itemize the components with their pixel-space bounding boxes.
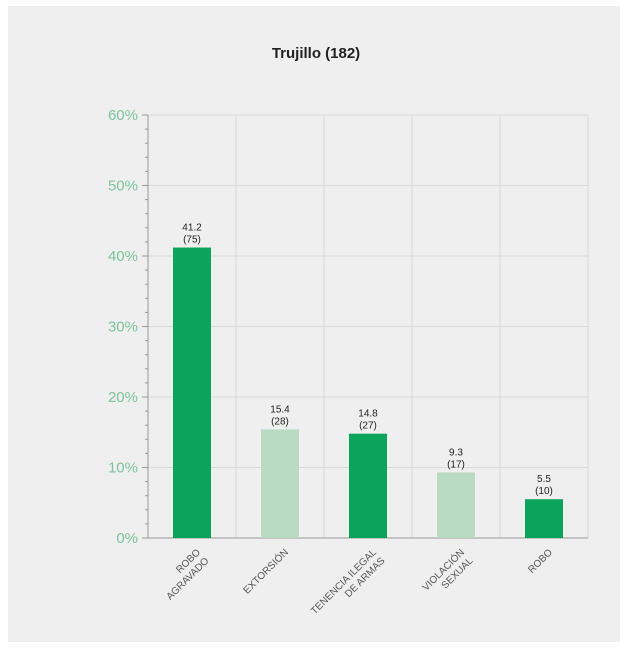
data-label-count: (17) bbox=[447, 459, 465, 470]
data-label-value: 5.5 bbox=[537, 474, 551, 485]
bar bbox=[525, 499, 563, 538]
bar bbox=[261, 429, 299, 538]
bar bbox=[173, 247, 211, 539]
axes: 0% 10% 20% 30% 40% 50% 60% bbox=[108, 107, 588, 547]
x-tick-label: ROBO bbox=[526, 547, 555, 576]
y-tick-label: 60% bbox=[108, 107, 138, 124]
y-tick-label: 30% bbox=[108, 319, 138, 336]
x-tick-label-line: EXTORSIÓN bbox=[240, 546, 291, 597]
data-label-value: 15.4 bbox=[270, 404, 290, 415]
data-label-value: 41.2 bbox=[182, 223, 202, 234]
data-label-value: 14.8 bbox=[358, 409, 378, 420]
bar bbox=[349, 433, 387, 538]
data-label-count: (75) bbox=[183, 235, 201, 246]
data-label-count: (28) bbox=[271, 416, 289, 427]
data-labels: 41.2(75) 15.4(28) 14.8(27) 9.3(17) 5.5(10) bbox=[182, 223, 553, 498]
y-tick-label: 20% bbox=[108, 389, 138, 406]
chart-card: Trujillo (182) 0% 10% 20% 30% 40% 50% 60% 41.2… bbox=[8, 6, 620, 642]
data-label-count: (10) bbox=[535, 486, 553, 497]
x-tick-label: EXTORSIÓN bbox=[240, 546, 291, 597]
bar bbox=[437, 472, 475, 538]
y-tick-label: 40% bbox=[108, 248, 138, 265]
bar-chart: Trujillo (182) 0% 10% 20% 30% 40% 50% 60% 41.2… bbox=[108, 45, 589, 617]
x-tick-label-line: ROBO bbox=[526, 547, 555, 576]
y-tick-label: 10% bbox=[108, 460, 138, 477]
chart-title: Trujillo (182) bbox=[272, 45, 360, 62]
y-tick-label: 0% bbox=[116, 530, 138, 547]
y-tick-label: 50% bbox=[108, 178, 138, 195]
data-label-value: 9.3 bbox=[449, 447, 463, 458]
bars bbox=[173, 247, 563, 539]
data-label-count: (27) bbox=[359, 421, 377, 432]
